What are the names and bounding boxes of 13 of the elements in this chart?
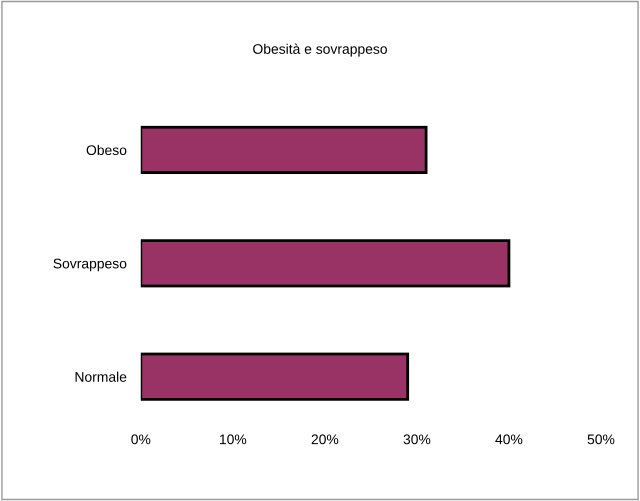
y-tick-label: Normale <box>76 372 126 382</box>
x-tick-label: 30% <box>404 434 430 444</box>
bar <box>140 352 410 401</box>
y-tick-label: Sovrappeso <box>53 258 126 272</box>
x-tick-label: 0% <box>131 434 150 444</box>
y-tick-label: Obeso <box>86 144 126 156</box>
x-tick-label: 20% <box>312 434 338 444</box>
bar <box>140 126 428 174</box>
x-tick-label: 50% <box>588 434 614 444</box>
x-tick-label: 10% <box>220 434 246 444</box>
chart-title: Obesità e sovrappeso <box>253 44 387 57</box>
bar <box>140 239 510 288</box>
x-tick-label: 40% <box>495 434 522 444</box>
